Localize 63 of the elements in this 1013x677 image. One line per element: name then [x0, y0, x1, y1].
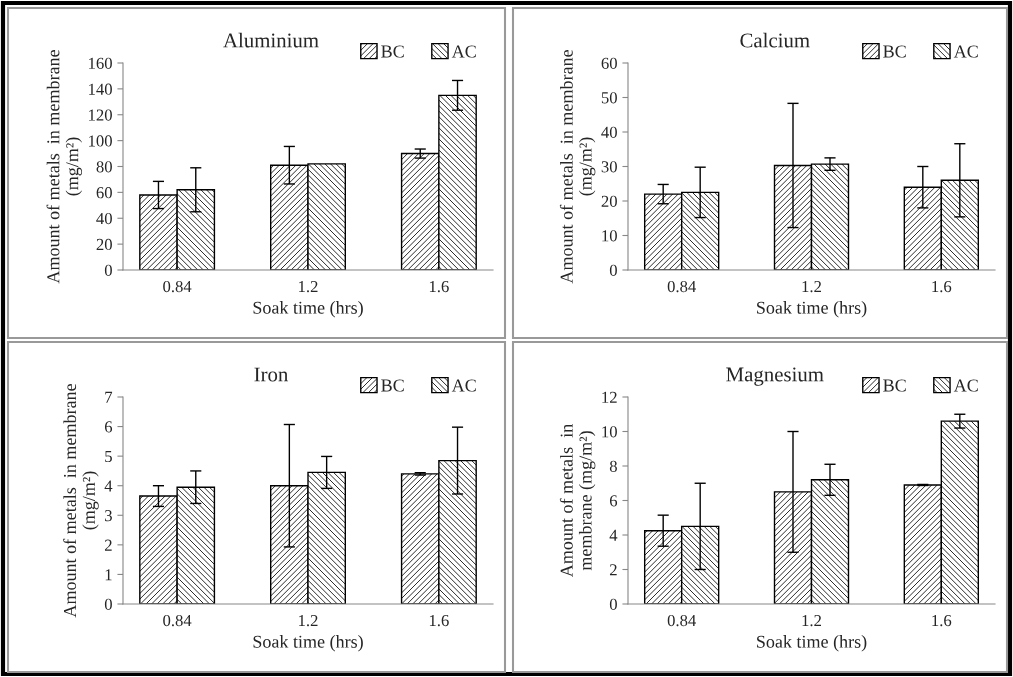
y-tick-label: 40	[96, 212, 112, 225]
x-tick-label: 0.84	[163, 280, 192, 293]
y-tick-label: 10	[602, 426, 617, 438]
y-tick-label: 20	[96, 238, 112, 251]
y-tick-label: 4	[609, 529, 618, 541]
x-axis-title: Soak time (hrs)	[253, 635, 363, 652]
y-tick-label: 5	[105, 451, 112, 463]
legend-label: BC	[381, 45, 404, 58]
y-tick-label: 140	[89, 83, 112, 95]
y-tick-label: 160	[89, 57, 112, 69]
x-tick-label: 1.6	[429, 614, 449, 627]
y-tick-label: 100	[89, 135, 112, 147]
x-tick-label: 0.84	[163, 614, 192, 627]
y-tick-label: 60	[601, 57, 617, 69]
x-tick-label: 1.2	[802, 280, 821, 293]
y-tick-label: 60	[96, 187, 112, 199]
legend-label: AC	[953, 379, 978, 392]
chart-title: Iron	[254, 367, 289, 382]
chart-title: Calcium	[740, 32, 810, 48]
legend-label: AC	[953, 45, 978, 58]
y-tick-label: 0	[609, 598, 617, 610]
legend-label: BC	[883, 379, 906, 392]
x-axis-title: Soak time (hrs)	[757, 635, 867, 652]
x-tick-label: 0.84	[667, 280, 696, 293]
y-tick-label: 30	[601, 161, 617, 173]
y-tick-label: 1	[105, 569, 112, 581]
y-tick-label: 3	[105, 510, 112, 522]
y-tick-label: 8	[609, 460, 617, 472]
y-tick-label: 12	[602, 391, 617, 403]
legend-label: AC	[451, 379, 476, 392]
x-axis-title: Soak time (hrs)	[757, 301, 867, 318]
y-tick-label: 80	[96, 161, 112, 173]
y-axis-title: Amount of metals in membrane (mg/m²)	[559, 50, 596, 284]
y-tick-label: 4	[104, 480, 113, 492]
y-tick-label: 2	[609, 564, 617, 576]
x-tick-label: 1.6	[932, 614, 952, 627]
legend-label: BC	[883, 45, 906, 58]
y-tick-label: 0	[104, 264, 112, 276]
chart-title: Aluminium	[223, 32, 319, 48]
chart-title: Magnesium	[726, 367, 824, 386]
y-tick-label: 6	[609, 495, 618, 507]
y-tick-label: 120	[89, 109, 112, 121]
legend-label: AC	[451, 45, 476, 58]
y-tick-label: 0	[104, 598, 112, 610]
y-tick-label: 6	[104, 421, 113, 433]
y-tick-label: 2	[104, 539, 112, 551]
y-tick-label: 20	[601, 195, 617, 207]
x-tick-label: 1.2	[299, 614, 318, 627]
x-tick-label: 1.2	[299, 280, 318, 293]
y-axis-title: Amount of metals in membrane (mg/m²)	[63, 384, 99, 618]
legend-label: BC	[381, 379, 404, 392]
y-tick-label: 7	[105, 391, 113, 403]
y-tick-label: 0	[609, 264, 617, 276]
x-tick-label: 1.6	[932, 280, 952, 293]
x-tick-label: 1.6	[429, 280, 449, 293]
x-tick-label: 0.84	[667, 614, 696, 627]
y-tick-label: 40	[601, 126, 617, 138]
y-axis-title: Amount of metals in membrane (mg/m²)	[46, 50, 83, 284]
y-axis-title: Amount of metals in membrane (mg/m²)	[559, 424, 596, 578]
y-tick-label: 50	[601, 92, 617, 104]
y-tick-label: 10	[602, 230, 617, 242]
x-tick-label: 1.2	[802, 614, 821, 627]
x-axis-title: Soak time (hrs)	[253, 301, 363, 318]
